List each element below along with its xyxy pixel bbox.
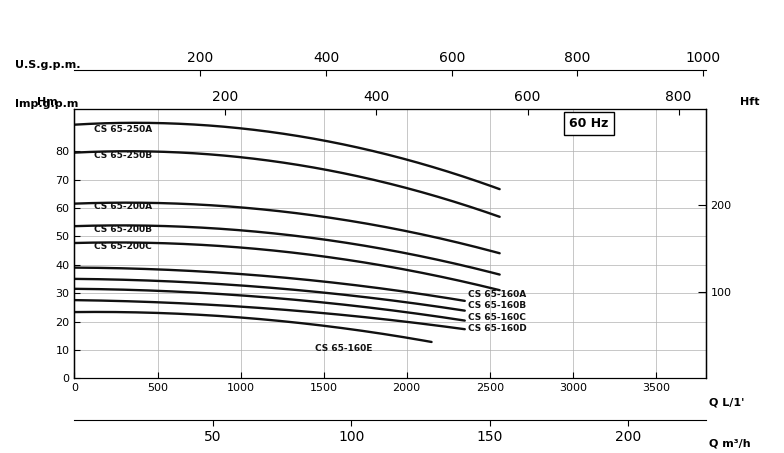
Text: CS 65-160D: CS 65-160D xyxy=(468,324,527,333)
Text: CS 65-200C: CS 65-200C xyxy=(94,242,152,251)
Text: CS 65-200A: CS 65-200A xyxy=(94,202,153,211)
Text: CS 65-250A: CS 65-250A xyxy=(94,125,153,135)
Text: CS 65-160C: CS 65-160C xyxy=(468,313,526,322)
Text: 60 Hz: 60 Hz xyxy=(569,117,608,130)
Text: CS 65-160B: CS 65-160B xyxy=(468,301,526,310)
Text: Hft: Hft xyxy=(740,97,760,107)
Text: Imp.g.p.m: Imp.g.p.m xyxy=(15,99,78,109)
Text: Hm: Hm xyxy=(37,97,57,107)
Text: CS 65-200B: CS 65-200B xyxy=(94,225,152,234)
Text: CS 65-160A: CS 65-160A xyxy=(468,290,526,299)
Text: U.S.g.p.m.: U.S.g.p.m. xyxy=(15,60,80,70)
Text: CS 65-250B: CS 65-250B xyxy=(94,151,153,160)
Text: Q L/1': Q L/1' xyxy=(709,397,744,407)
Text: Q m³/h: Q m³/h xyxy=(709,439,750,449)
Text: CS 65-160E: CS 65-160E xyxy=(315,344,372,353)
